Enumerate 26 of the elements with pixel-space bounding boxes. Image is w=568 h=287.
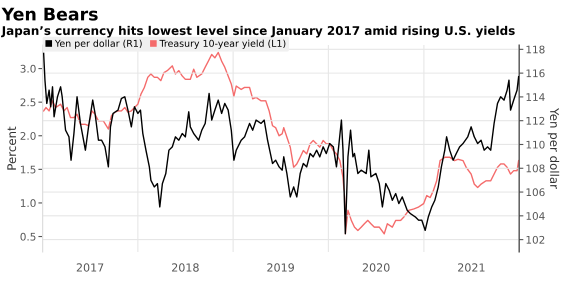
y2-tick-label: 110 (526, 140, 545, 149)
chart-title: Yen Bears (2, 8, 98, 21)
y-tick-label: 2.0 (20, 132, 36, 140)
y-tick-label: 1.0 (20, 199, 36, 208)
y-tick-label: 3.0 (20, 64, 36, 73)
y2-tick-label: 116 (526, 69, 545, 78)
y2-tick-label: 102 (526, 236, 544, 244)
y2-tick-label: 114 (526, 93, 545, 101)
y2-axis-title: Yen per dollar (548, 108, 560, 189)
x-tick-label: 2020 (362, 263, 390, 272)
legend-label: Treasury 10-year yield (L1) (159, 40, 286, 49)
legend-label: Yen per dollar (R1) (54, 40, 142, 49)
y2-tick-label: 108 (526, 164, 545, 172)
x-tick-label: 2017 (76, 263, 104, 272)
y-tick-label: 0.5 (20, 232, 36, 241)
y-axis-title: Percent (7, 126, 16, 170)
chart-subtitle: Japan’s currency hits lowest level since January 2017 amid rising U.S. yields (1, 26, 515, 38)
y-tick-label: 1.5 (20, 166, 36, 174)
y2-tick-label: 112 (526, 116, 544, 125)
y2-tick-label: 104 (526, 212, 545, 220)
x-tick-label: 2021 (458, 263, 485, 272)
x-tick-label: 2018 (172, 263, 199, 272)
y2-tick-label: 118 (526, 46, 545, 54)
y2-tick-label: 106 (526, 188, 545, 196)
y-tick-label: 2.5 (20, 98, 36, 106)
x-tick-label: 2019 (267, 263, 294, 272)
